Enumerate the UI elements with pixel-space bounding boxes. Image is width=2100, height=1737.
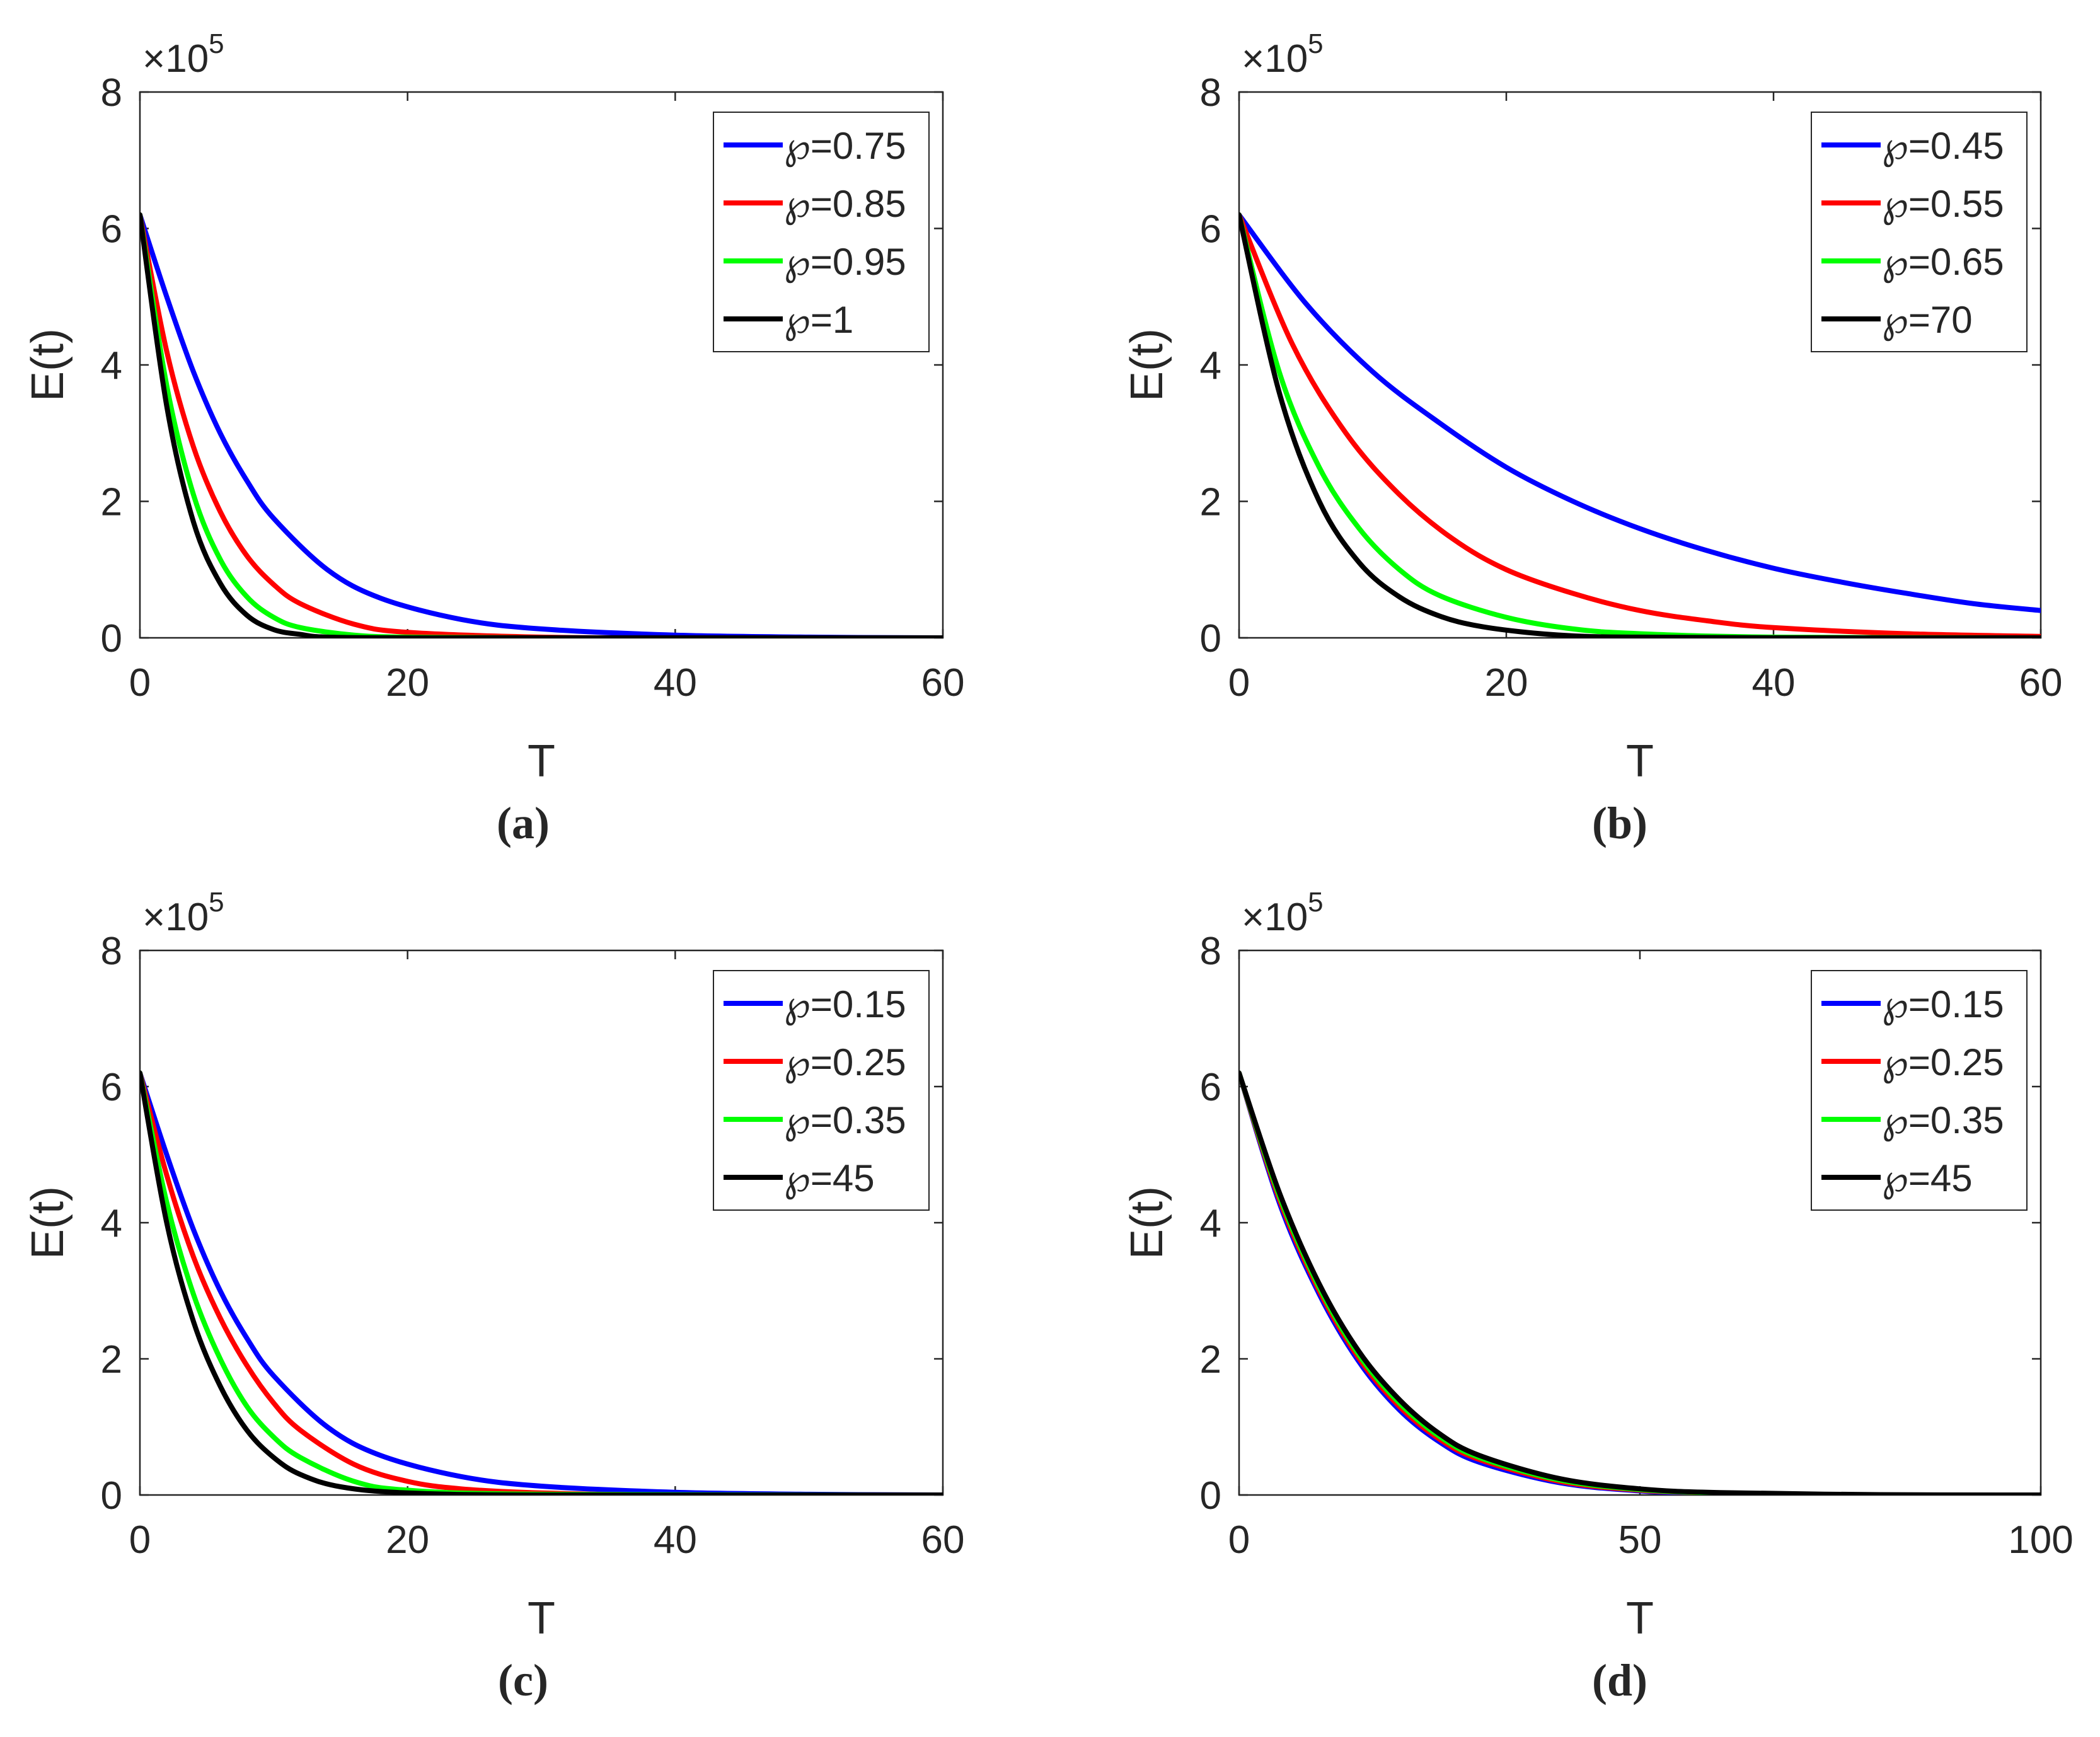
x-tick-label: 0 <box>129 661 151 705</box>
chart-panel-d: 0 50 10002468×105TE(t)℘=0.15℘=0.25℘=0.35℘=… <box>1122 887 2074 1705</box>
legend: ℘=0.15 ℘=0.25 ℘=0.35 ℘=45 <box>1811 970 2028 1211</box>
y-multiplier: ×105 <box>142 887 224 939</box>
x-tick-label: 40 <box>654 1518 697 1562</box>
x-axis-label: T <box>1626 736 1654 787</box>
legend-entry-3: ℘=0.65 <box>1882 241 2004 284</box>
x-tick-label: 60 <box>2019 661 2063 705</box>
y-multiplier: ×105 <box>142 28 224 81</box>
legend-box <box>1811 112 2028 352</box>
chart-panel-b: 0 20 40 6002468×105TE(t)℘=0.45℘=0.55℘=0.65℘… <box>1122 28 2062 848</box>
panel-caption: (c) <box>498 1655 548 1705</box>
y-tick-label: 6 <box>101 208 122 251</box>
y-tick-label: 8 <box>1200 930 1221 973</box>
y-tick-label: 4 <box>1200 1202 1221 1245</box>
legend: ℘=0.45 ℘=0.55 ℘=0.65 ℘=70 <box>1811 112 2028 352</box>
x-tick-label: 0 <box>1228 661 1250 705</box>
x-tick-label: 20 <box>1485 661 1528 705</box>
legend-box <box>713 970 930 1211</box>
legend: ℘=0.15 ℘=0.25 ℘=0.35 ℘=45 <box>713 970 930 1211</box>
x-axis-label: T <box>1626 1593 1654 1644</box>
y-tick-label: 4 <box>1200 344 1221 388</box>
y-tick-label: 0 <box>101 617 122 661</box>
legend-entry-3: ℘=0.35 <box>1882 1099 2004 1142</box>
y-tick-label: 6 <box>1200 208 1221 251</box>
y-axis-label: E(t) <box>1122 1186 1172 1259</box>
legend-entry-1: ℘=0.75 <box>784 125 906 168</box>
y-multiplier-base: ×10 <box>142 37 209 81</box>
series-line-3 <box>140 212 943 638</box>
y-multiplier-base: ×10 <box>1242 896 1308 939</box>
y-tick-label: 6 <box>101 1066 122 1109</box>
y-multiplier-exponent: 5 <box>209 887 224 918</box>
chart-panel-c: 0 20 40 6002468×105TE(t)℘=0.15℘=0.25℘=0.35℘… <box>23 887 964 1705</box>
y-multiplier-base: ×10 <box>1242 37 1308 81</box>
x-tick-label: 50 <box>1618 1518 1662 1562</box>
series-line-4 <box>1239 212 2041 638</box>
y-multiplier-exponent: 5 <box>1308 887 1323 918</box>
panel-caption: (d) <box>1592 1655 1647 1705</box>
x-tick-label: 0 <box>129 1518 151 1562</box>
legend-entry-4: ℘=45 <box>1882 1157 1973 1200</box>
y-tick-label: 2 <box>101 1338 122 1382</box>
panel-caption: (a) <box>497 798 550 848</box>
y-tick-label: 0 <box>1200 1474 1221 1518</box>
y-multiplier-exponent: 5 <box>209 28 224 59</box>
y-tick-label: 2 <box>1200 1338 1221 1382</box>
y-multiplier: ×105 <box>1242 887 1324 939</box>
legend-entry-1: ℘=0.15 <box>1882 983 2004 1026</box>
legend-entry-4: ℘=45 <box>784 1157 875 1200</box>
x-tick-label: 20 <box>386 661 429 705</box>
legend-entry-3: ℘=0.95 <box>784 241 906 284</box>
chart-panel-a: 0 20 40 6002468×105TE(t)℘=0.75℘=0.85℘=0.95℘… <box>23 28 964 848</box>
legend-entry-4: ℘=1 <box>784 299 853 342</box>
legend-entry-2: ℘=0.25 <box>1882 1041 2004 1084</box>
x-tick-label: 100 <box>2008 1518 2073 1562</box>
x-tick-label: 60 <box>921 661 965 705</box>
y-multiplier: ×105 <box>1242 28 1324 81</box>
legend-entry-1: ℘=0.45 <box>1882 125 2004 168</box>
x-axis-label: T <box>528 1593 555 1644</box>
series-line-2 <box>1239 212 2041 638</box>
y-tick-label: 4 <box>101 1202 122 1245</box>
y-multiplier-exponent: 5 <box>1308 28 1323 59</box>
legend-entry-2: ℘=0.25 <box>784 1041 906 1084</box>
legend-entry-4: ℘=70 <box>1882 299 1973 342</box>
y-axis-label: E(t) <box>23 328 73 401</box>
x-axis-label: T <box>528 736 555 787</box>
legend-entry-1: ℘=0.15 <box>784 983 906 1026</box>
series-line-1 <box>1239 212 2041 613</box>
y-tick-label: 2 <box>101 481 122 524</box>
x-tick-label: 20 <box>386 1518 429 1562</box>
y-axis-label: E(t) <box>23 1186 73 1259</box>
legend-entry-2: ℘=0.85 <box>784 183 906 226</box>
legend-box <box>713 112 930 352</box>
y-axis-label: E(t) <box>1122 328 1172 401</box>
x-tick-label: 60 <box>921 1518 965 1562</box>
y-tick-label: 8 <box>101 71 122 115</box>
legend: ℘=0.75 ℘=0.85 ℘=0.95 ℘=1 <box>713 112 930 352</box>
y-tick-label: 2 <box>1200 481 1221 524</box>
series-line-4 <box>1239 1070 2041 1495</box>
series-line-4 <box>140 212 943 638</box>
y-multiplier-base: ×10 <box>142 896 209 939</box>
legend-entry-2: ℘=0.55 <box>1882 183 2004 226</box>
legend-entry-3: ℘=0.35 <box>784 1099 906 1142</box>
y-tick-label: 4 <box>101 344 122 388</box>
y-tick-label: 0 <box>1200 617 1221 661</box>
x-tick-label: 40 <box>1752 661 1796 705</box>
panel-caption: (b) <box>1592 798 1647 848</box>
x-tick-label: 0 <box>1228 1518 1250 1562</box>
y-tick-label: 0 <box>101 1474 122 1518</box>
x-tick-label: 40 <box>654 661 697 705</box>
series-line-4 <box>140 1070 943 1495</box>
y-tick-label: 8 <box>101 930 122 973</box>
legend-box <box>1811 970 2028 1211</box>
y-tick-label: 6 <box>1200 1066 1221 1109</box>
y-tick-label: 8 <box>1200 71 1221 115</box>
